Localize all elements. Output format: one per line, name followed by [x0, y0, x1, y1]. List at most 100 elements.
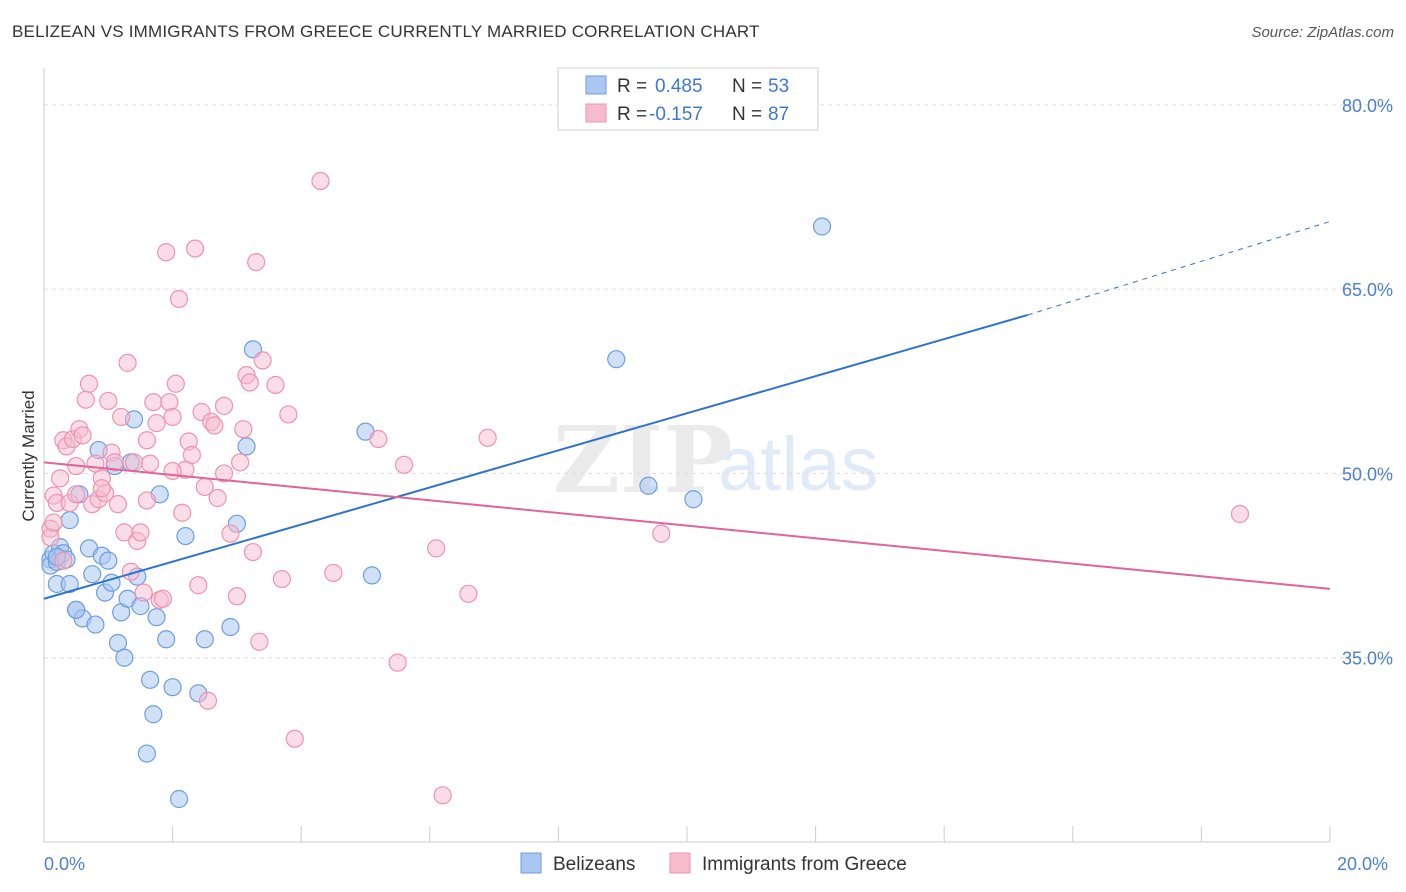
watermark: ZIP atlas — [553, 406, 879, 514]
trendline-belizeans — [43, 313, 1029, 600]
data-point-immigrants-from-greece — [272, 569, 292, 589]
legend-swatch-immigrants-from-greece — [585, 103, 607, 123]
bottom-legend-swatch-immigrants-from-greece — [669, 852, 691, 874]
data-point-immigrants-from-greece — [285, 729, 304, 748]
data-point-immigrants-from-greece — [247, 253, 266, 272]
data-point-immigrants-from-greece — [214, 464, 234, 483]
data-point-belizeans — [157, 630, 176, 649]
data-point-immigrants-from-greece — [186, 239, 205, 258]
data-point-immigrants-from-greece — [240, 373, 259, 392]
data-point-immigrants-from-greece — [134, 583, 153, 602]
data-point-immigrants-from-greece — [388, 653, 407, 672]
data-point-immigrants-from-greece — [108, 495, 128, 514]
watermark-zip: ZIP — [553, 406, 732, 514]
bottom-legend-label-immigrants-from-greece: Immigrants from Greece — [702, 854, 907, 875]
data-point-belizeans — [163, 678, 182, 697]
data-point-immigrants-from-greece — [131, 523, 150, 542]
data-point-immigrants-from-greece — [433, 786, 452, 805]
x-axis-ticks — [43, 826, 1331, 842]
data-point-immigrants-from-greece — [50, 469, 70, 488]
legend-n-label-1: N = — [732, 76, 762, 97]
legend-swatch-belizeans — [585, 75, 607, 95]
data-point-belizeans — [67, 600, 86, 619]
data-point-immigrants-from-greece — [137, 491, 156, 510]
data-point-immigrants-from-greece — [44, 513, 63, 532]
data-point-immigrants-from-greece — [324, 563, 343, 583]
y-tick-label: 80.0% — [1342, 96, 1393, 116]
y-axis-title: Currently Married — [19, 390, 38, 521]
data-point-belizeans — [607, 350, 626, 369]
data-point-immigrants-from-greece — [173, 503, 192, 522]
data-point-immigrants-from-greece — [205, 416, 224, 435]
y-tick-label: 35.0% — [1342, 649, 1393, 669]
data-point-immigrants-from-greece — [137, 431, 156, 450]
data-point-immigrants-from-greece — [99, 391, 118, 411]
data-point-immigrants-from-greece — [311, 171, 330, 191]
data-point-immigrants-from-greece — [73, 426, 92, 445]
data-point-immigrants-from-greece — [478, 428, 497, 447]
data-point-immigrants-from-greece — [231, 453, 250, 472]
data-point-immigrants-from-greece — [369, 429, 388, 449]
data-point-immigrants-from-greece — [92, 479, 111, 498]
data-point-belizeans — [137, 744, 156, 763]
data-point-belizeans — [237, 437, 256, 456]
data-point-immigrants-from-greece — [279, 405, 298, 424]
data-point-belizeans — [169, 789, 189, 809]
data-point-belizeans — [221, 617, 240, 637]
data-point-immigrants-from-greece — [459, 584, 478, 603]
data-point-immigrants-from-greece — [105, 453, 124, 472]
data-point-immigrants-from-greece — [208, 488, 227, 508]
data-point-immigrants-from-greece — [250, 632, 269, 651]
data-point-belizeans — [147, 608, 166, 627]
data-point-immigrants-from-greece — [112, 407, 131, 427]
data-point-immigrants-from-greece — [140, 454, 160, 473]
x-tick-label-max: 20.0% — [1337, 854, 1388, 874]
data-point-belizeans — [812, 217, 832, 236]
data-point-immigrants-from-greece — [189, 576, 208, 595]
data-point-immigrants-from-greece — [169, 289, 189, 309]
data-point-immigrants-from-greece — [182, 445, 201, 465]
data-point-immigrants-from-greece — [67, 485, 86, 504]
data-point-immigrants-from-greece — [198, 691, 218, 710]
legend-n-label-2: N = — [732, 104, 762, 125]
data-point-belizeans — [362, 566, 382, 585]
data-point-immigrants-from-greece — [118, 353, 137, 372]
data-point-immigrants-from-greece — [221, 524, 240, 543]
data-point-immigrants-from-greece — [41, 528, 60, 547]
trendline-immigrants-from-greece — [43, 461, 1331, 590]
data-point-belizeans — [86, 615, 105, 634]
data-point-immigrants-from-greece — [427, 539, 446, 558]
legend-r-label-1: R = — [617, 76, 647, 97]
data-point-belizeans — [115, 648, 134, 667]
data-point-belizeans — [639, 476, 658, 495]
data-point-immigrants-from-greece — [234, 420, 253, 439]
y-tick-label: 65.0% — [1342, 280, 1393, 300]
y-tick-label: 50.0% — [1342, 464, 1393, 484]
data-point-belizeans — [140, 670, 160, 689]
chart-source: Source: ZipAtlas.com — [1251, 24, 1394, 41]
legend-n-value-2: 87 — [768, 104, 789, 125]
y-axis-tick-labels: 35.0% 50.0% 65.0% 80.0% — [1342, 96, 1393, 669]
data-point-belizeans — [99, 551, 118, 570]
data-point-immigrants-from-greece — [253, 351, 272, 370]
data-point-immigrants-from-greece — [394, 455, 414, 474]
data-point-belizeans — [684, 490, 703, 509]
chart-title: BELIZEAN VS IMMIGRANTS FROM GREECE CURRE… — [12, 22, 760, 41]
data-point-immigrants-from-greece — [163, 407, 182, 427]
data-point-immigrants-from-greece — [76, 390, 95, 409]
data-point-immigrants-from-greece — [652, 524, 671, 543]
data-point-immigrants-from-greece — [157, 243, 176, 262]
data-point-immigrants-from-greece — [1230, 504, 1250, 524]
x-tick-label-min: 0.0% — [44, 854, 85, 874]
bottom-legend-label-belizeans: Belizeans — [553, 854, 635, 875]
legend-r-label-2: R = — [617, 104, 647, 125]
data-point-immigrants-from-greece — [227, 587, 246, 606]
data-point-immigrants-from-greece — [54, 551, 73, 570]
data-point-immigrants-from-greece — [144, 393, 163, 412]
watermark-atlas: atlas — [718, 422, 879, 507]
trendline-belizeans-extension — [1027, 221, 1331, 316]
legend-r-value-2: -0.157 — [649, 104, 703, 125]
legend-n-value-1: 53 — [768, 76, 789, 97]
data-point-immigrants-from-greece — [160, 393, 179, 412]
